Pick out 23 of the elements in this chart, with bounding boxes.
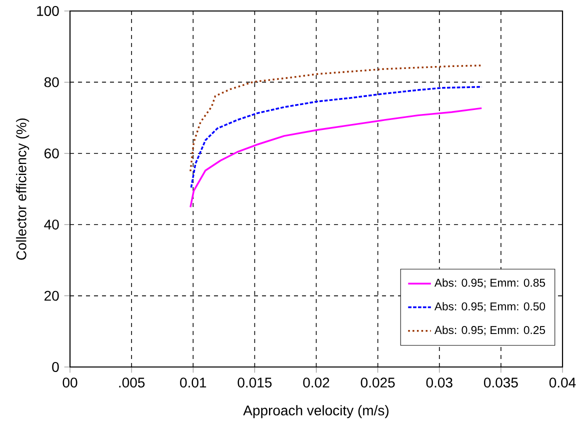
line-series bbox=[190, 86, 482, 188]
y-tick-label: 100 bbox=[37, 6, 59, 16]
x-tick-label: 0.015 bbox=[238, 378, 272, 388]
y-tick-label: 60 bbox=[44, 148, 59, 158]
legend-label: Abs: 0.95; Emm: 0.85 bbox=[434, 278, 546, 288]
line-series bbox=[190, 64, 482, 172]
legend-label: Abs: 0.95; Emm: 0.50 bbox=[434, 302, 546, 312]
y-axis-title: Collector efficiency (%) bbox=[16, 118, 30, 260]
x-tick-label: 0.035 bbox=[484, 378, 518, 388]
y-tick-label: 20 bbox=[44, 290, 59, 301]
y-tick-label: 80 bbox=[44, 77, 59, 88]
x-tick-label: 0.025 bbox=[360, 378, 395, 388]
x-tick-label: 0.02 bbox=[303, 378, 330, 388]
y-tick-label: 0 bbox=[52, 362, 59, 372]
x-tick-label: .005 bbox=[119, 378, 145, 388]
x-tick-label: 0.01 bbox=[180, 378, 206, 388]
y-tick-label: 40 bbox=[44, 220, 59, 230]
line-series bbox=[190, 107, 482, 208]
x-tick-label: 0.04 bbox=[549, 378, 576, 388]
legend-label: Abs: 0.95; Emm: 0.25 bbox=[434, 326, 546, 336]
x-tick-label: 00 bbox=[62, 378, 78, 388]
x-tick-label: 0.03 bbox=[426, 378, 452, 388]
x-axis-title: Approach velocity (m/s) bbox=[243, 405, 388, 418]
